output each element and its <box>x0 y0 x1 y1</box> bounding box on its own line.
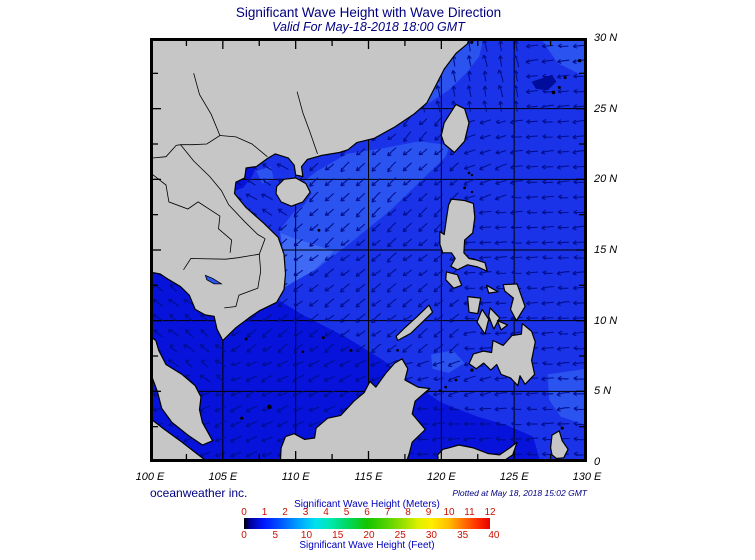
lat-label-10: 10 N <box>594 314 618 327</box>
sea-region-sulu-center-light <box>431 350 465 373</box>
lon-label-100: 100 E <box>135 471 165 483</box>
lat-label-30: 30 N <box>594 32 618 44</box>
lon-label-120: 120 E <box>426 471 456 483</box>
lon-label-105: 105 E <box>208 471 238 483</box>
sea-region-okinawa-lee-dark <box>531 74 557 91</box>
meters-tick-12: 12 <box>484 507 496 518</box>
lon-label-110: 110 E <box>281 471 310 483</box>
land-masbate <box>485 284 499 294</box>
legend-meters-label: Significant Wave Height (Meters) <box>294 499 440 510</box>
meters-tick-5: 5 <box>343 507 350 518</box>
land-malay-peninsula <box>150 335 214 446</box>
meters-tick-10: 10 <box>443 507 455 518</box>
land-mindoro <box>445 271 463 289</box>
land-sumatra <box>150 417 208 462</box>
credit-text: oceanweather inc. <box>150 486 248 500</box>
meters-tick-6: 6 <box>364 507 370 518</box>
lat-label-5: 5 N <box>594 385 612 398</box>
meters-tick-0: 0 <box>241 507 247 518</box>
lat-label-20: 20 N <box>594 173 618 186</box>
legend-colorbar <box>244 518 490 529</box>
lon-label-130: 130 E <box>572 471 602 483</box>
map-canvas <box>150 38 587 462</box>
feet-tick-40: 40 <box>488 530 500 541</box>
plotted-timestamp: Plotted at May 18, 2018 15:02 GMT <box>452 488 587 498</box>
lat-label-25: 25 N <box>594 102 618 115</box>
meters-tick-2: 2 <box>282 507 288 518</box>
meters-tick-7: 7 <box>384 507 391 518</box>
feet-tick-30: 30 <box>425 530 437 541</box>
land-palawan <box>395 304 434 342</box>
land-samar-leyte <box>502 283 526 322</box>
feet-tick-5: 5 <box>272 530 279 541</box>
meters-tick-8: 8 <box>405 507 411 518</box>
land-mindanao <box>468 322 536 387</box>
land-luzon <box>439 198 488 272</box>
land-mainland-asia <box>150 38 470 342</box>
land-bohol <box>496 320 509 331</box>
lon-label-115: 115 E <box>354 471 383 483</box>
feet-tick-25: 25 <box>394 530 406 541</box>
land-negros <box>476 308 490 335</box>
land-taiwan <box>440 103 470 154</box>
meters-tick-11: 11 <box>464 507 475 518</box>
lat-label-15: 15 N <box>594 244 618 256</box>
sea-region-vietnam-coast-lighter <box>280 233 334 287</box>
figure-subtitle: Valid For May-18-2018 18:00 GMT <box>272 20 465 34</box>
figure-title: Significant Wave Height with Wave Direct… <box>235 5 502 20</box>
lon-label-125: 125 E <box>499 471 529 483</box>
land-hainan <box>275 177 311 207</box>
meters-tick-9: 9 <box>425 507 432 518</box>
lake-tonle-sap <box>204 274 223 285</box>
feet-tick-10: 10 <box>300 530 313 541</box>
land-cebu <box>488 307 501 330</box>
meters-tick-4: 4 <box>323 507 329 518</box>
land-halmahera <box>550 430 569 460</box>
feet-tick-0: 0 <box>241 530 247 541</box>
feet-tick-35: 35 <box>457 530 469 541</box>
land-panay <box>467 296 482 315</box>
meters-tick-3: 3 <box>302 507 309 518</box>
legend-feet-label: Significant Wave Height (Feet) <box>299 540 435 551</box>
feet-tick-20: 20 <box>363 530 375 541</box>
meters-tick-1: 1 <box>261 507 268 518</box>
feet-tick-15: 15 <box>332 530 344 541</box>
lat-label-0: 0 <box>594 456 601 468</box>
sea-region-philippine-sea-light <box>547 368 587 426</box>
land-borneo <box>279 358 431 462</box>
